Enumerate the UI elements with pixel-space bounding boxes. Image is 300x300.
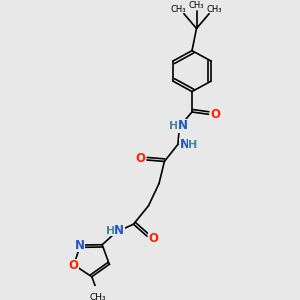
- Text: O: O: [210, 108, 220, 121]
- Text: H: H: [188, 140, 197, 150]
- Text: CH₃: CH₃: [89, 293, 106, 300]
- Text: O: O: [135, 152, 146, 165]
- Text: CH₃: CH₃: [171, 5, 186, 14]
- Text: H: H: [106, 226, 115, 236]
- Text: CH₃: CH₃: [207, 5, 222, 14]
- Text: N: N: [179, 139, 190, 152]
- Text: O: O: [148, 232, 159, 245]
- Text: CH₃: CH₃: [189, 1, 204, 10]
- Text: H: H: [169, 121, 178, 130]
- Text: N: N: [114, 224, 124, 237]
- Text: O: O: [68, 259, 78, 272]
- Text: N: N: [74, 238, 84, 252]
- Text: N: N: [177, 119, 188, 132]
